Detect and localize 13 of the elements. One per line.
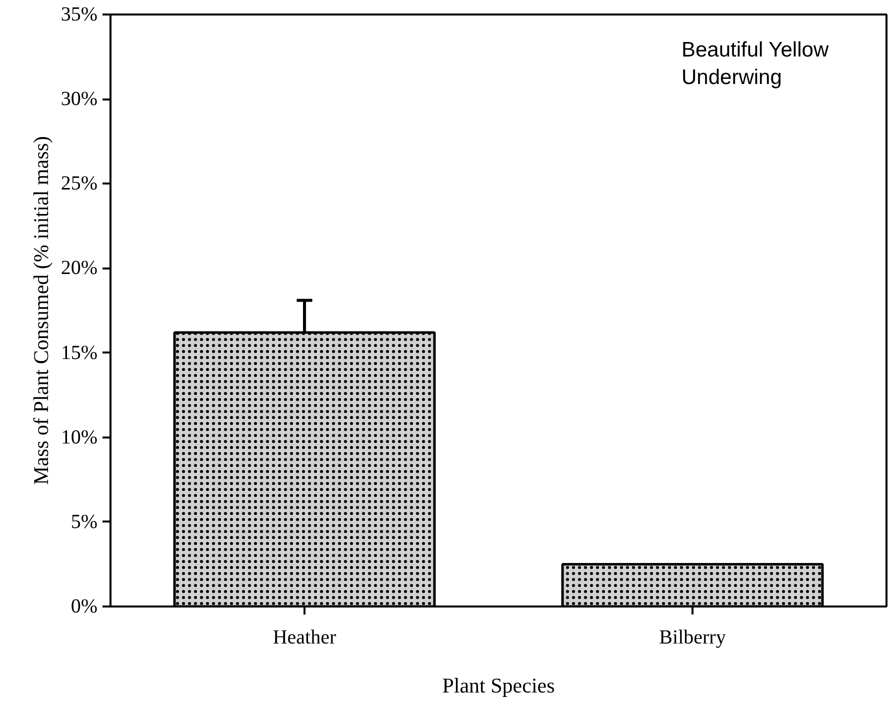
annotation: Beautiful Yellow Underwing <box>682 38 830 90</box>
y-tick-label: 25% <box>60 172 98 195</box>
y-tick-label: 0% <box>70 596 98 618</box>
y-tick-label: 20% <box>60 257 98 280</box>
y-tick-label: 35% <box>60 4 98 26</box>
x-tick-label: Bilberry <box>659 626 726 648</box>
y-tick-label: 10% <box>60 426 98 448</box>
y-axis-title: Mass of Plant Consumed (% initial mass) <box>28 136 53 485</box>
y-tick-label: 30% <box>60 88 98 110</box>
x-tick-label: Heather <box>272 626 336 648</box>
x-axis-title: Plant Species <box>442 674 555 698</box>
y-tick-label: 15% <box>60 342 98 364</box>
y-tick-label: 5% <box>70 510 98 533</box>
